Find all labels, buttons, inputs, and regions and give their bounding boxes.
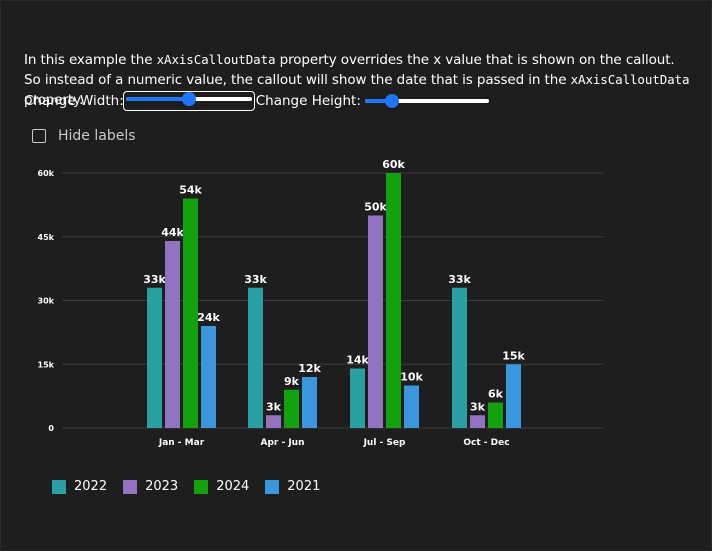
bar-data-label: 54k — [179, 184, 202, 197]
width-slider-fill — [125, 97, 189, 101]
bar-2022-1 — [248, 287, 263, 428]
bar-data-label: 10k — [400, 371, 423, 384]
legend-label: 2021 — [287, 479, 321, 494]
bar-data-label: 14k — [346, 354, 369, 367]
legend-label: 2024 — [216, 479, 250, 494]
legend-item-2021[interactable]: 2021 — [265, 479, 320, 494]
bar-2021-2 — [404, 385, 419, 428]
x-tick-label: Apr - Jun — [260, 438, 304, 448]
bar-data-label: 15k — [502, 349, 525, 362]
bar-2024-3 — [488, 402, 503, 428]
bar-data-label: 6k — [488, 388, 504, 401]
bar-data-label: 33k — [448, 273, 471, 286]
width-slider-thumb[interactable] — [181, 92, 196, 106]
height-slider-thumb[interactable] — [385, 94, 400, 108]
bar-2021-0 — [201, 326, 216, 428]
bar-2024-0 — [183, 198, 198, 428]
bar-2022-2 — [350, 368, 365, 428]
bar-data-label: 3k — [470, 400, 486, 413]
bar-2022-0 — [147, 287, 162, 428]
legend-item-2023[interactable]: 2023 — [123, 479, 178, 494]
hide-labels-toggle[interactable]: Hide labels — [32, 128, 136, 144]
legend-swatch — [265, 479, 280, 494]
x-tick-label: Jan - Mar — [158, 438, 205, 448]
size-controls: Change Width: Change Height: — [24, 91, 491, 111]
legend-swatch — [194, 479, 209, 494]
bar-2021-3 — [506, 364, 521, 428]
y-tick-label: 30k — [38, 297, 55, 306]
description-part-2: property overrides the x value that is s… — [24, 52, 675, 88]
bar-2023-1 — [266, 415, 281, 428]
description-part-3: property. — [24, 92, 84, 108]
x-tick-label: Oct - Dec — [463, 438, 509, 448]
hide-labels-label: Hide labels — [58, 128, 136, 144]
change-height-label: Change Height: — [255, 93, 361, 109]
bar-2023-3 — [470, 415, 485, 428]
bar-2024-1 — [284, 389, 299, 428]
chart-legend: 2022 2023 2024 2021 — [52, 479, 336, 494]
bar-data-label: 9k — [284, 375, 300, 388]
height-slider-track[interactable] — [364, 99, 489, 103]
change-width-label: Change Width: — [24, 93, 124, 109]
legend-label: 2023 — [145, 479, 179, 494]
bar-2023-2 — [368, 215, 383, 428]
legend-label: 2022 — [74, 479, 108, 494]
bar-data-label: 33k — [244, 273, 267, 286]
bar-2023-0 — [165, 241, 180, 428]
change-height-slider[interactable] — [363, 94, 491, 108]
code-xaxiscalloutdata-2: xAxisCalloutData — [570, 72, 690, 87]
description-text: In this example the xAxisCalloutData pro… — [24, 50, 694, 110]
bar-data-label: 24k — [197, 311, 220, 324]
bar-2021-1 — [302, 377, 317, 428]
legend-item-2022[interactable]: 2022 — [52, 479, 107, 494]
hide-labels-checkbox[interactable] — [32, 129, 46, 143]
bar-2024-2 — [386, 173, 401, 428]
legend-swatch — [52, 479, 66, 494]
y-tick-label: 0 — [48, 424, 54, 433]
bar-data-label: 12k — [298, 362, 321, 375]
y-tick-label: 15k — [38, 360, 55, 369]
bar-data-label: 44k — [161, 226, 184, 239]
legend-item-2024[interactable]: 2024 — [194, 479, 249, 494]
code-xaxiscalloutdata-1: xAxisCalloutData — [156, 52, 276, 67]
y-tick-label: 45k — [38, 233, 55, 242]
legend-swatch — [123, 479, 138, 494]
bar-2022-3 — [452, 287, 467, 428]
bar-data-label: 33k — [143, 273, 166, 286]
bar-data-label: 3k — [266, 400, 282, 413]
change-width-slider[interactable] — [122, 91, 255, 111]
bar-data-label: 50k — [364, 201, 387, 214]
description-part-1: In this example the — [24, 52, 157, 68]
x-tick-label: Jul - Sep — [363, 438, 406, 448]
bar-data-label: 60k — [382, 158, 405, 171]
y-tick-label: 60k — [38, 169, 55, 178]
height-slider-fill — [364, 99, 393, 103]
